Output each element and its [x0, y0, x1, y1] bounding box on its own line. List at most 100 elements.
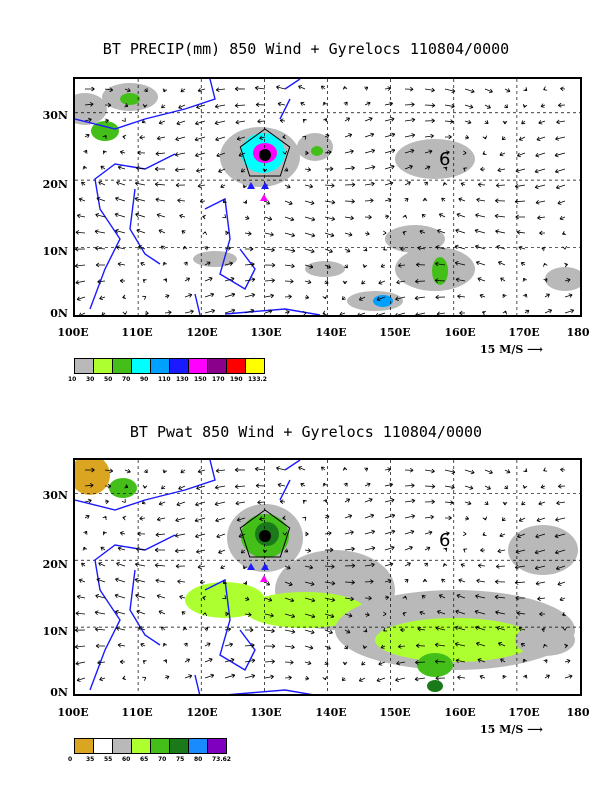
wind-vector [264, 659, 275, 664]
wind-vector [516, 533, 526, 539]
wind-vector [495, 579, 506, 585]
wind-vector [244, 231, 252, 236]
wind-vector [115, 577, 126, 583]
wind-vector [264, 628, 275, 634]
wind-vector [404, 181, 411, 186]
panel2-map: 6 [73, 458, 582, 696]
shaded-field [75, 460, 110, 495]
wind-vector [197, 469, 206, 474]
wind-vector [298, 85, 306, 90]
wind-vector [183, 261, 188, 266]
wind-vector [204, 673, 215, 679]
wind-vector [438, 213, 446, 218]
wind-vector [284, 200, 293, 206]
wind-vector [497, 167, 506, 173]
panel1-xlabel-100e: 100E [57, 326, 89, 339]
wind-vector [141, 500, 146, 505]
wind-vector [196, 549, 206, 554]
wind-vector [244, 612, 252, 617]
wind-vector [404, 562, 411, 567]
legend-swatch [112, 358, 132, 374]
wind-vector [215, 517, 226, 523]
wind-vector [464, 88, 475, 94]
wind-vector [400, 627, 406, 633]
wind-vector [199, 198, 206, 204]
wind-vector [544, 674, 550, 679]
wind-vector [284, 248, 296, 253]
wind-vector [482, 135, 488, 140]
wind-vector [444, 103, 455, 109]
wind-vector [224, 292, 236, 298]
wind-vector [555, 136, 566, 141]
wind-vector [304, 645, 314, 650]
wind-vector [135, 165, 146, 171]
wind-vector [302, 118, 307, 123]
wind-vector [444, 150, 450, 155]
wind-vector [244, 292, 256, 298]
wind-vector [541, 627, 546, 633]
wind-vector [176, 501, 186, 507]
wind-vector [156, 213, 166, 218]
wind-vector [75, 627, 86, 633]
wind-vector [434, 261, 446, 267]
wind-vector [84, 483, 94, 488]
wind-vector [322, 482, 328, 487]
wind-vector [342, 467, 348, 471]
wind-vector [476, 578, 486, 584]
wind-vector [344, 117, 351, 122]
wind-vector [96, 196, 106, 202]
legend-swatch [93, 738, 113, 754]
wind-vector [158, 229, 166, 234]
wind-vector [202, 214, 207, 220]
wind-vector [304, 200, 315, 206]
wind-vector [304, 613, 316, 619]
wind-vector [84, 498, 92, 504]
wind-vector [475, 213, 486, 218]
wind-vector [424, 468, 435, 474]
wind-vector [116, 245, 126, 250]
wind-vector [464, 469, 475, 475]
wind-vector [562, 626, 568, 631]
wind-vector [535, 533, 546, 539]
wind-vector [154, 181, 166, 187]
wind-vector [304, 629, 315, 635]
wind-vector [259, 135, 266, 140]
panel1-xlabel-170e: 170E [508, 326, 540, 339]
wind-vector [344, 563, 356, 569]
shaded-field [311, 146, 323, 156]
wind-vector [515, 595, 526, 601]
wind-vector [302, 311, 307, 315]
wind-vector [175, 136, 186, 142]
wind-vector [364, 165, 376, 170]
wind-vector [324, 232, 335, 238]
wind-vector [557, 102, 566, 108]
wind-vector [164, 675, 170, 680]
wind-vector [424, 103, 436, 108]
wind-vector [495, 229, 506, 234]
wind-vector [181, 230, 186, 235]
shaded-field [385, 225, 445, 253]
wind-vector [555, 184, 566, 190]
wind-vector [264, 200, 271, 205]
wind-vector [364, 132, 375, 138]
panel2-ref-vector-arrow: ⟶ [527, 723, 543, 736]
wind-vector [244, 277, 256, 282]
legend-tick-label: 0 [68, 756, 73, 763]
shaded-field [120, 93, 140, 105]
wind-vector [204, 292, 215, 298]
wind-vector [195, 533, 206, 539]
wind-vector [474, 228, 486, 234]
wind-vector [463, 548, 468, 553]
wind-vector [395, 296, 406, 301]
wind-vector [415, 279, 426, 284]
panel2-legend-ticks: 0 35 55 60 65 70 75 80 73.62 [68, 756, 231, 763]
wind-vector [155, 197, 166, 203]
wind-vector [264, 597, 273, 602]
wind-vector [179, 213, 186, 219]
wind-vector [158, 610, 166, 615]
wind-vector [184, 658, 191, 663]
wind-vector [441, 578, 446, 583]
wind-vector [404, 483, 415, 488]
wind-vector [421, 594, 426, 599]
wind-vector [218, 168, 226, 173]
